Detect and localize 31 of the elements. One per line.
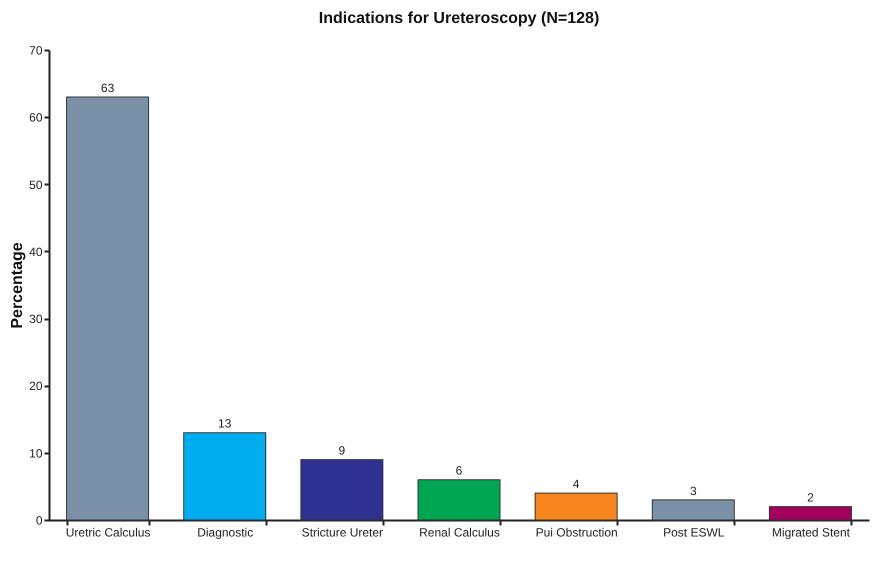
y-tick-label: 10 [29, 446, 43, 460]
x-tick-label: Uretric Calculus [66, 526, 150, 540]
chart-title: Indications for Ureteroscopy (N=128) [318, 10, 600, 27]
data-label: 13 [218, 416, 232, 431]
data-label: 2 [807, 490, 814, 505]
data-label: 9 [338, 444, 346, 458]
y-tick-label: 0 [36, 514, 43, 528]
bar [652, 499, 735, 520]
x-tick-label: Stricture Ureter [302, 526, 384, 540]
data-label: 3 [690, 484, 697, 498]
x-tick-label: Pui Obstruction [536, 526, 618, 540]
bar [418, 479, 500, 520]
y-tick-label: 40 [29, 244, 43, 259]
data-label: 4 [572, 477, 580, 492]
y-tick-label: 50 [29, 178, 43, 192]
y-tick-label: 70 [29, 44, 43, 58]
y-axis-title: Percentage [9, 242, 26, 329]
bar [534, 492, 618, 520]
y-tick-label: 30 [29, 312, 43, 326]
x-tick-label: Post ESWL [663, 526, 725, 540]
x-tick-label: Diagnostic [197, 526, 254, 540]
bar [66, 96, 150, 520]
x-tick-label: Renal Calculus [419, 526, 500, 540]
bar [300, 459, 384, 520]
y-tick-label: 60 [29, 110, 43, 125]
y-tick-label: 20 [29, 379, 43, 394]
x-tick-label: Migrated Stent [772, 526, 851, 540]
bar [183, 432, 266, 520]
data-label: 63 [100, 81, 115, 95]
data-label: 6 [456, 464, 463, 478]
bar [768, 506, 852, 520]
